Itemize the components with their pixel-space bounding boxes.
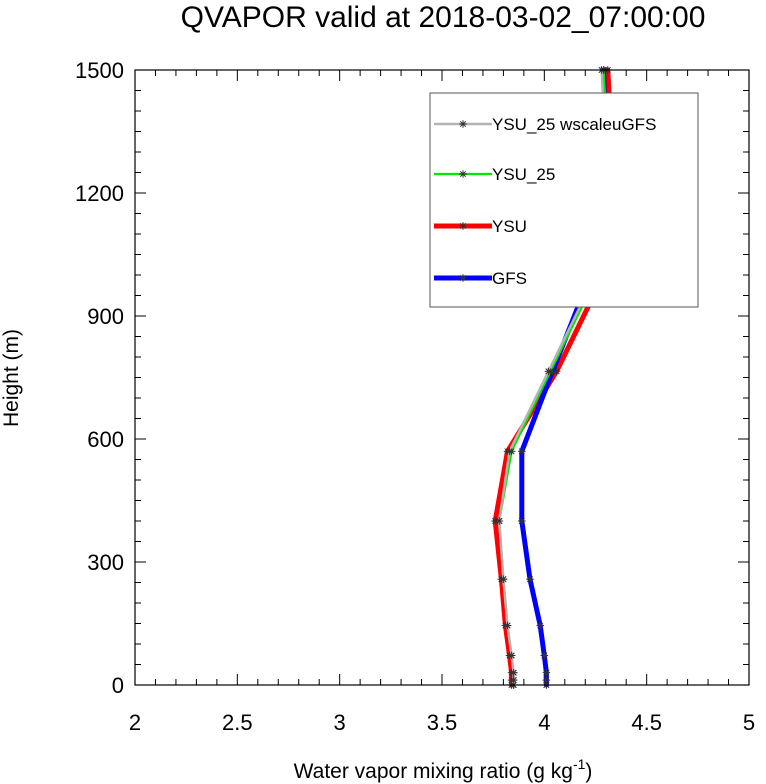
- data-point: [495, 517, 504, 525]
- y-tick-label: 0: [112, 673, 124, 698]
- legend-label: YSU: [492, 217, 527, 236]
- data-point: [526, 575, 534, 584]
- legend-item: YSU: [434, 217, 527, 236]
- legend-item: GFS: [434, 269, 527, 288]
- plot-border: [134, 69, 750, 686]
- data-point: [509, 668, 518, 677]
- x-axis-title: Water vapor mixing ratio (g kg-1): [294, 756, 593, 783]
- data-point: [542, 668, 551, 677]
- y-axis: 0 300 600 900 1200 1500: [75, 58, 749, 698]
- x-tick-label: 4: [538, 710, 550, 735]
- x-tick-label: 3.5: [427, 710, 458, 735]
- legend: YSU_25 wscaleuGFS YSU_25 YSU GFS: [429, 92, 699, 308]
- plot-frame: [134, 69, 750, 686]
- data-point: [499, 575, 508, 584]
- data-point: [518, 447, 526, 456]
- y-axis-title: Height (m): [0, 329, 23, 427]
- data-point: [540, 651, 549, 660]
- x-tick-label: 2.5: [222, 710, 253, 735]
- x-axis: 2 2.5 3 3.5 4 4.5 5: [129, 70, 755, 735]
- y-tick-label: 1500: [75, 58, 124, 83]
- y-tick-label: 300: [87, 550, 124, 575]
- chart-title: QVAPOR valid at 2018-03-02_07:00:00: [181, 1, 706, 34]
- x-axis-title-main: Water vapor mixing ratio (g kg: [294, 760, 573, 783]
- legend-label: YSU_25: [492, 165, 555, 184]
- x-tick-label: 2: [129, 710, 141, 735]
- legend-label: YSU_25 wscaleuGFS: [492, 115, 656, 134]
- data-point: [518, 517, 526, 525]
- x-axis-title-end: ): [585, 760, 592, 783]
- data-point: [542, 676, 551, 684]
- y-tick-label: 900: [87, 304, 124, 329]
- data-point: [544, 367, 553, 376]
- data-point: [509, 676, 518, 684]
- x-tick-label: 4.5: [631, 710, 662, 735]
- data-point: [503, 621, 512, 630]
- x-tick-label: 5: [743, 710, 755, 735]
- legend-item: YSU_25 wscaleuGFS: [434, 115, 656, 134]
- data-point: [536, 621, 545, 630]
- x-tick-label: 3: [334, 710, 346, 735]
- data-point: [507, 651, 516, 660]
- x-axis-title-sup: -1: [573, 756, 586, 772]
- legend-label: GFS: [492, 269, 527, 288]
- legend-box: [429, 92, 699, 308]
- data-point: [505, 447, 514, 456]
- y-tick-label: 1200: [75, 181, 124, 206]
- y-tick-label: 600: [87, 427, 124, 452]
- legend-item: YSU_25: [434, 165, 555, 184]
